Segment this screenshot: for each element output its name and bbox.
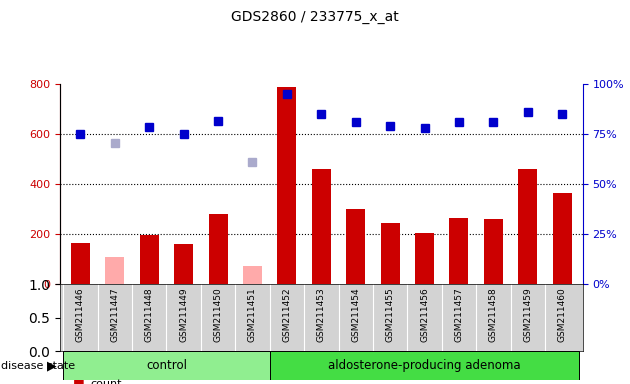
Text: ▶: ▶ bbox=[47, 359, 57, 372]
Text: GSM211459: GSM211459 bbox=[523, 288, 532, 342]
Bar bbox=[346, 209, 365, 284]
Bar bbox=[518, 169, 537, 284]
Text: GSM211454: GSM211454 bbox=[351, 288, 360, 342]
Bar bbox=[484, 219, 503, 284]
Bar bbox=[277, 87, 296, 284]
Text: GSM211450: GSM211450 bbox=[214, 288, 222, 342]
Text: GSM211451: GSM211451 bbox=[248, 288, 257, 342]
Bar bbox=[381, 223, 399, 284]
Text: control: control bbox=[146, 359, 187, 372]
Text: GDS2860 / 233775_x_at: GDS2860 / 233775_x_at bbox=[231, 10, 399, 23]
Text: GSM211455: GSM211455 bbox=[386, 288, 394, 342]
Text: GSM211457: GSM211457 bbox=[454, 288, 464, 342]
Text: GSM211452: GSM211452 bbox=[282, 288, 292, 342]
Text: GSM211456: GSM211456 bbox=[420, 288, 429, 342]
Text: GSM211460: GSM211460 bbox=[558, 288, 566, 342]
Bar bbox=[449, 218, 468, 284]
Bar bbox=[63, 351, 270, 380]
Text: GSM211447: GSM211447 bbox=[110, 288, 120, 342]
Text: aldosterone-producing adenoma: aldosterone-producing adenoma bbox=[328, 359, 521, 372]
Text: ■: ■ bbox=[72, 377, 84, 384]
Text: GSM211458: GSM211458 bbox=[489, 288, 498, 342]
Bar bbox=[105, 257, 124, 284]
Text: GSM211449: GSM211449 bbox=[179, 288, 188, 342]
Bar bbox=[209, 214, 227, 284]
Bar bbox=[270, 351, 580, 380]
Text: GSM211448: GSM211448 bbox=[145, 288, 154, 342]
Text: disease state: disease state bbox=[1, 361, 76, 371]
Bar bbox=[415, 233, 434, 284]
Text: GSM211446: GSM211446 bbox=[76, 288, 85, 342]
Bar bbox=[312, 169, 331, 284]
Bar bbox=[553, 193, 571, 284]
Bar bbox=[71, 243, 90, 284]
Bar bbox=[175, 244, 193, 284]
Bar bbox=[140, 235, 159, 284]
Text: count: count bbox=[90, 379, 122, 384]
Bar bbox=[243, 266, 262, 284]
Text: GSM211453: GSM211453 bbox=[317, 288, 326, 342]
